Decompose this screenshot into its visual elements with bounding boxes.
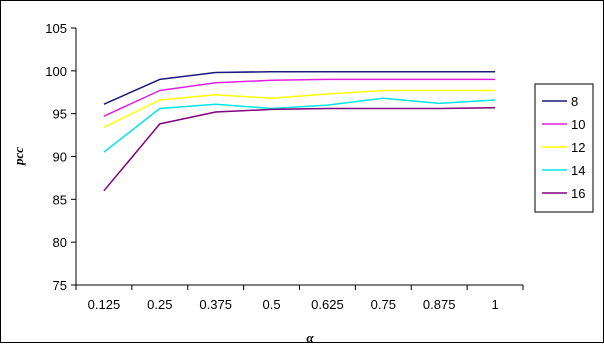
series-line-10: [103, 78, 496, 117]
y-tick-label: 95: [53, 107, 67, 122]
series-line-8: [103, 70, 496, 105]
x-axis-label: α: [306, 330, 314, 344]
x-tick-label: 0.25: [147, 297, 172, 312]
x-ticks: 0.125 0.25 0.375 0.5 0.625 0.75 0.875 1: [75, 285, 524, 312]
legend: 8 10 12 14 16: [534, 83, 594, 213]
legend-label-16: 16: [571, 186, 585, 201]
y-axis-label: pcc: [11, 147, 26, 166]
y-ticks: 75 80 85 90 95 100 105: [45, 21, 76, 293]
series-line-16: [103, 106, 496, 192]
y-tick-label: 80: [53, 235, 67, 250]
y-tick-label: 85: [53, 192, 67, 207]
legend-label-8: 8: [571, 94, 578, 109]
series-line-14: [103, 97, 496, 153]
x-tick-label: 0.375: [199, 297, 232, 312]
x-tick-label: 0.125: [88, 297, 121, 312]
y-tick-label: 100: [45, 64, 67, 79]
y-tick-label: 90: [53, 150, 67, 165]
legend-label-12: 12: [571, 140, 585, 155]
x-tick-label: 0.625: [311, 297, 344, 312]
axes: [75, 28, 523, 286]
x-tick-label: 0.5: [263, 297, 281, 312]
x-tick-label: 1: [491, 297, 498, 312]
legend-label-14: 14: [571, 163, 585, 178]
y-tick-label: 75: [53, 278, 67, 293]
x-tick-label: 0.75: [371, 297, 396, 312]
legend-label-10: 10: [571, 117, 585, 132]
legend-box: [534, 83, 594, 213]
x-tick-label: 0.875: [423, 297, 456, 312]
y-tick-label: 105: [45, 21, 67, 36]
series-lines: [103, 70, 496, 192]
series-line-12: [103, 89, 496, 129]
